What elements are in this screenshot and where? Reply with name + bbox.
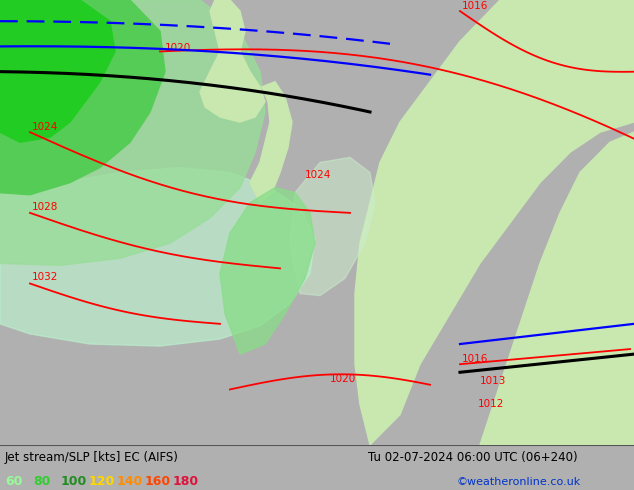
Polygon shape <box>0 0 165 195</box>
Text: Jet stream/SLP [kts] EC (AIFS): Jet stream/SLP [kts] EC (AIFS) <box>5 451 179 464</box>
Text: 80: 80 <box>33 475 50 489</box>
Polygon shape <box>250 82 292 203</box>
Text: 1020: 1020 <box>165 44 191 53</box>
Text: 1028: 1028 <box>32 202 58 212</box>
Polygon shape <box>355 0 634 445</box>
Text: 1032: 1032 <box>32 272 58 282</box>
Polygon shape <box>290 157 375 295</box>
Polygon shape <box>480 132 634 445</box>
Polygon shape <box>220 188 315 354</box>
Text: 1012: 1012 <box>478 398 505 409</box>
Polygon shape <box>0 0 115 142</box>
Text: 100: 100 <box>61 475 87 489</box>
Text: 1016: 1016 <box>462 1 488 11</box>
Text: Tu 02-07-2024 06:00 UTC (06+240): Tu 02-07-2024 06:00 UTC (06+240) <box>368 451 578 464</box>
Text: 1013: 1013 <box>480 376 507 387</box>
Polygon shape <box>490 0 634 162</box>
Polygon shape <box>0 0 265 266</box>
Text: 1016: 1016 <box>462 354 488 364</box>
Polygon shape <box>0 168 315 346</box>
Text: 1020: 1020 <box>330 374 356 384</box>
Text: 160: 160 <box>145 475 171 489</box>
Text: 180: 180 <box>172 475 198 489</box>
Text: 1024: 1024 <box>305 170 332 179</box>
Text: 60: 60 <box>5 475 22 489</box>
Text: ©weatheronline.co.uk: ©weatheronline.co.uk <box>456 477 581 487</box>
Text: 140: 140 <box>117 475 143 489</box>
Polygon shape <box>200 0 265 122</box>
Text: 120: 120 <box>89 475 115 489</box>
Text: 1024: 1024 <box>32 122 58 132</box>
